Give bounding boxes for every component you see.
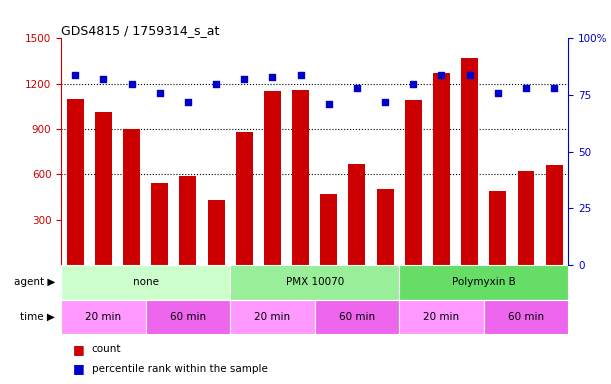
Bar [399, 300, 484, 334]
Bar [320, 194, 337, 265]
Bar [230, 300, 315, 334]
Point [70, 71, 80, 78]
Bar [180, 176, 196, 265]
Bar [399, 265, 568, 300]
Point [183, 99, 193, 105]
Bar [61, 300, 145, 334]
Text: 20 min: 20 min [423, 312, 459, 322]
Point [211, 81, 221, 87]
Bar [489, 191, 507, 265]
Point [155, 90, 164, 96]
Point [268, 74, 277, 80]
Point [465, 71, 475, 78]
Bar [123, 129, 140, 265]
Bar [61, 265, 230, 300]
Text: 60 min: 60 min [170, 312, 206, 322]
Text: agent ▶: agent ▶ [13, 277, 55, 287]
Bar [67, 99, 84, 265]
Bar [518, 171, 535, 265]
Bar [484, 300, 568, 334]
Point [408, 81, 418, 87]
Bar [152, 184, 168, 265]
Point [324, 101, 334, 107]
Bar [145, 300, 230, 334]
Bar [315, 300, 399, 334]
Text: percentile rank within the sample: percentile rank within the sample [92, 364, 268, 374]
Text: time ▶: time ▶ [20, 312, 55, 322]
Bar [348, 164, 365, 265]
Text: 60 min: 60 min [508, 312, 544, 322]
Point [98, 76, 108, 82]
Point [126, 81, 136, 87]
Text: 20 min: 20 min [86, 312, 122, 322]
Text: Polymyxin B: Polymyxin B [452, 277, 516, 287]
Point [296, 71, 306, 78]
Text: 20 min: 20 min [254, 312, 290, 322]
Bar [208, 200, 224, 265]
Bar [292, 90, 309, 265]
Bar [376, 189, 393, 265]
Point [352, 85, 362, 91]
Point [493, 90, 503, 96]
Point [240, 76, 249, 82]
Text: count: count [92, 344, 121, 354]
Bar [433, 73, 450, 265]
Point [436, 71, 446, 78]
Bar [236, 132, 253, 265]
Bar [405, 100, 422, 265]
Bar [230, 265, 399, 300]
Point [521, 85, 531, 91]
Text: PMX 10070: PMX 10070 [285, 277, 344, 287]
Point [549, 85, 559, 91]
Bar [546, 165, 563, 265]
Text: 60 min: 60 min [339, 312, 375, 322]
Text: GDS4815 / 1759314_s_at: GDS4815 / 1759314_s_at [61, 24, 219, 37]
Bar [461, 58, 478, 265]
Text: ■: ■ [73, 362, 85, 375]
Point [380, 99, 390, 105]
Text: ■: ■ [73, 343, 85, 356]
Bar [95, 113, 112, 265]
Bar [264, 91, 281, 265]
Text: none: none [133, 277, 159, 287]
